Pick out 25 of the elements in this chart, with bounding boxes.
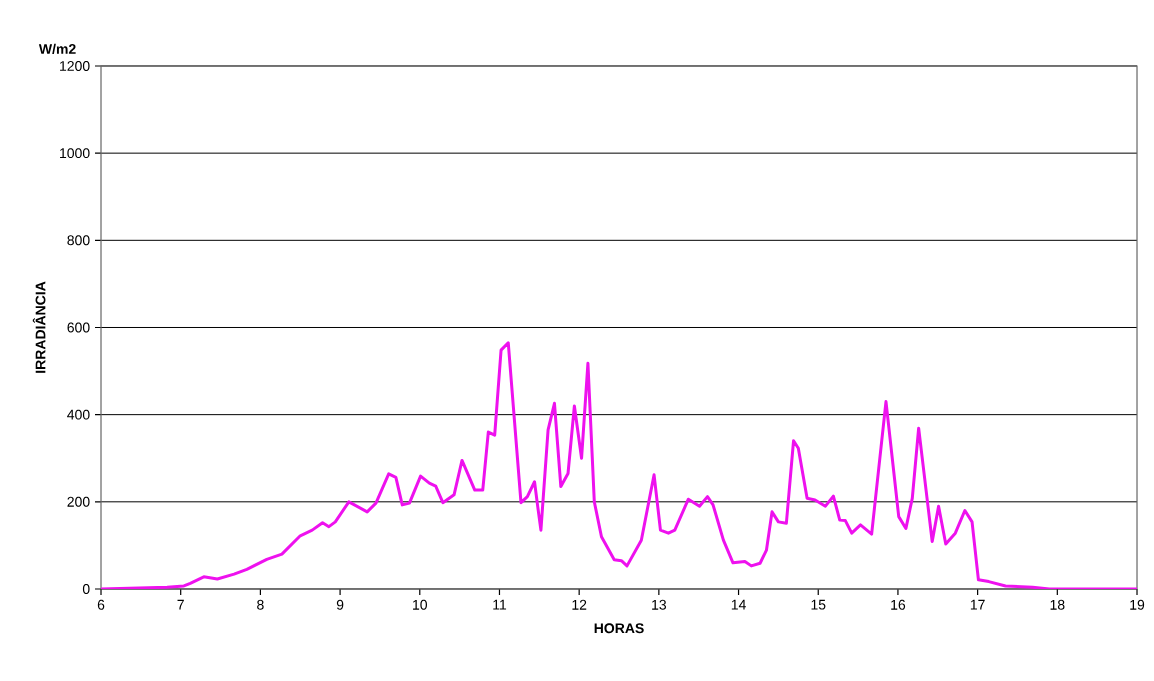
x-tick-label: 18 [1050, 599, 1065, 610]
x-tick-label: 14 [731, 599, 746, 610]
x-tick-label: 16 [891, 599, 906, 610]
x-axis-title: HORAS [594, 623, 644, 634]
x-tick-label: 8 [257, 599, 264, 610]
x-tick-label: 15 [811, 599, 826, 610]
y-tick-label: 1000 [60, 148, 90, 159]
x-tick-label: 6 [97, 599, 105, 610]
x-tick-label: 19 [1130, 599, 1145, 610]
x-tick-label: 7 [177, 599, 184, 610]
x-tick-label: 10 [413, 599, 428, 610]
y-tick-label: 0 [82, 584, 90, 594]
y-tick-label: 800 [67, 235, 90, 246]
y-tick-label: 600 [67, 322, 90, 333]
line-series [101, 341, 1138, 589]
x-tick-label: 17 [970, 599, 985, 610]
x-tick-label: 9 [336, 599, 344, 610]
text: W/m2 [38, 43, 76, 55]
y-axis-title: IRRADIÂNCIA [32, 281, 46, 373]
y-tick-label: 200 [67, 496, 90, 507]
x-tick-label: 11 [493, 599, 507, 610]
y-tick-label: 400 [67, 409, 90, 420]
y-tick-label: 1200 [60, 61, 90, 71]
x-tick-label: 13 [652, 599, 667, 610]
x-tick-label: 12 [572, 599, 587, 610]
